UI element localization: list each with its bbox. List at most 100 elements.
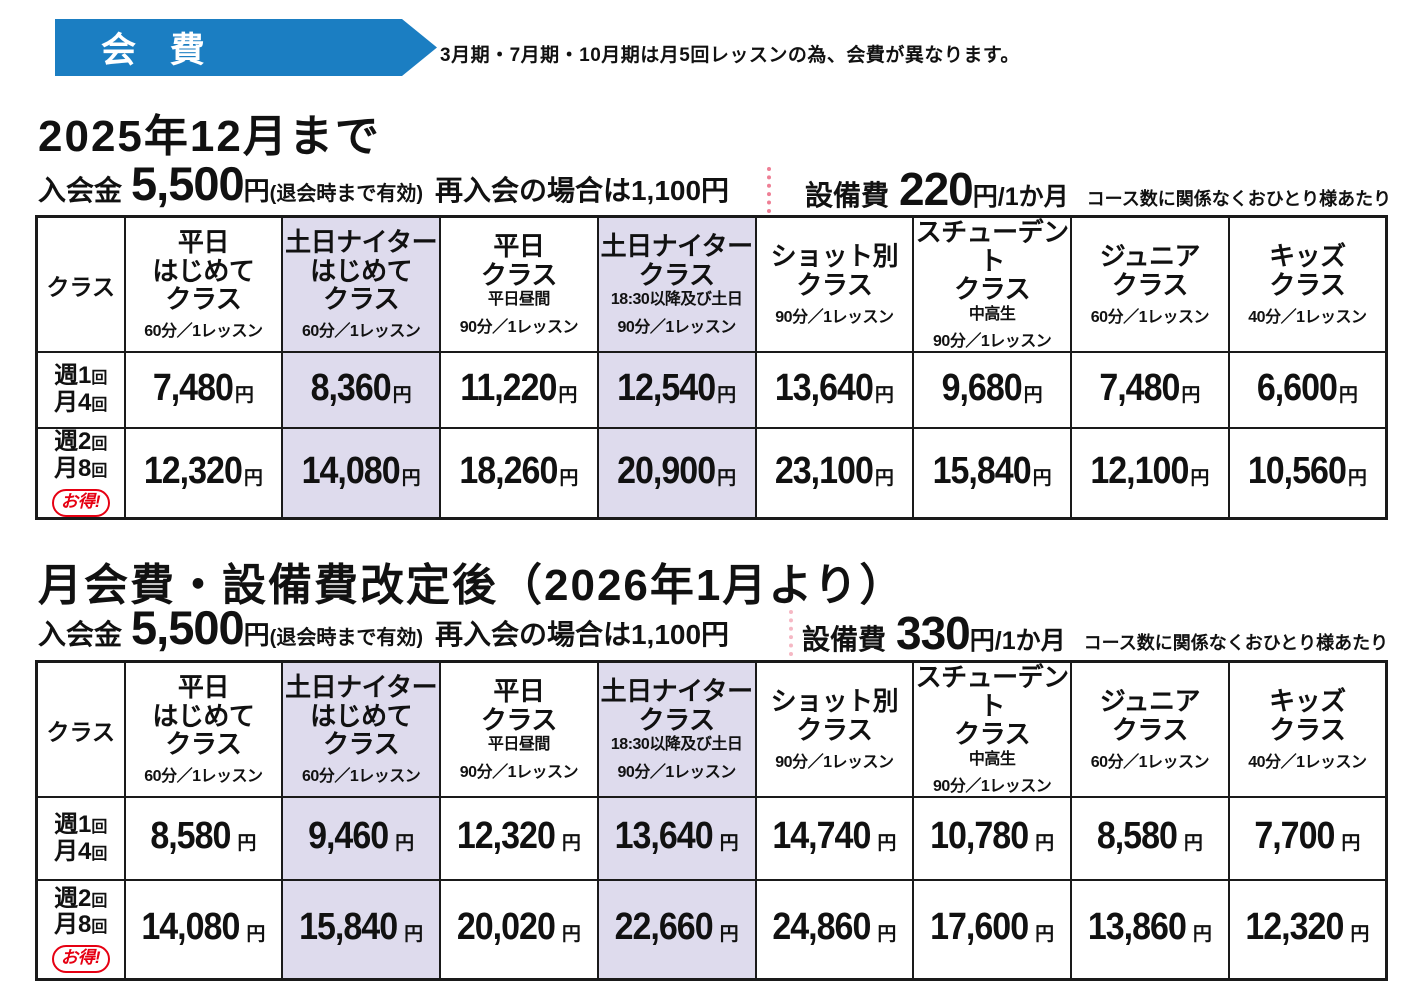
column-title: ジュニア クラス — [1072, 687, 1228, 744]
price-cell: 20,020 円 — [439, 879, 599, 981]
column-title-line: 平日 — [177, 672, 230, 703]
plan-label-line: 週1回 — [54, 810, 108, 838]
price-cell: 17,600 円 — [912, 879, 1072, 981]
column-header-5: ショット別 クラス 90分／1レッスン — [754, 215, 915, 354]
yen-unit: 円 — [877, 923, 897, 945]
price-cell: 18,260 円 — [439, 427, 599, 520]
column-title: キッズ クラス — [1230, 687, 1385, 744]
price-value: 24,860 — [772, 905, 871, 948]
plan-label-cell: 週1回 月4回 — [35, 351, 126, 430]
yen-unit: 円 — [1190, 467, 1210, 489]
column-title-line: ショット別 — [770, 241, 899, 272]
column-duration: 60分／1レッスン — [302, 767, 421, 785]
yen-unit: 円 — [1035, 923, 1055, 945]
column-title-line: キッズ — [1269, 241, 1346, 272]
plan-label-line: 月4回 — [54, 837, 108, 865]
plan-label-cell: 週2回 月8回 お得! — [35, 427, 126, 520]
column-title: ショット別 クラス — [757, 687, 913, 744]
price-cell: 12,320 円 — [1227, 879, 1388, 981]
column-header-2: 土日ナイター はじめて クラス 60分／1レッスン — [281, 215, 441, 354]
price-value: 15,840 — [299, 905, 398, 948]
column-duration: 60分／1レッスン — [144, 322, 263, 340]
table-header-row: クラス 平日 はじめて クラス 60分／1レッスン 土日ナイター はじめて クラス 60分／1レ… — [35, 215, 1388, 354]
yen-unit: 円 — [1181, 384, 1201, 406]
column-header-1: 平日 はじめて クラス 60分／1レッスン — [123, 660, 284, 799]
price-value: 20,900 — [617, 448, 716, 492]
otoku-badge: お得! — [51, 945, 110, 974]
yen-unit: 円 — [719, 923, 739, 945]
yen-unit: 円 — [246, 923, 266, 945]
column-title-line: クラス — [1269, 715, 1346, 746]
fee-banner-label: 会 費 — [101, 31, 217, 70]
price-value: 9,680 — [941, 365, 1023, 409]
section-title-2025: 2025年12月まで — [38, 112, 381, 161]
column-header-7: ジュニア クラス 60分／1レッスン — [1070, 215, 1230, 354]
column-subtitle: 平日昼間 — [487, 736, 551, 754]
price-cell: 7,700 円 — [1227, 796, 1388, 882]
price-cell: 10,560 円 — [1227, 427, 1388, 520]
facility-note: コース数に関係なくおひとり様あたり — [1086, 189, 1392, 209]
facility-unit: 円/1か月 — [969, 627, 1066, 655]
price-value: 7,480 — [152, 365, 234, 409]
admission-fee-line-2026: 入会金 5,500 円 (退会時まで有効) 再入会の場合は1,100円 — [38, 600, 729, 655]
yen-unit: 円 — [1183, 833, 1203, 855]
column-header-3: 平日 クラス 平日昼間 90分／1レッスン — [439, 215, 599, 354]
column-title: 土日ナイター はじめて クラス — [283, 673, 439, 759]
rejoin-fee-text: 再入会の場合は1,100円 — [434, 175, 730, 206]
column-duration: 60分／1レッスン — [1090, 753, 1210, 771]
column-title-line: クラス — [954, 274, 1031, 305]
column-title-line: ショット別 — [770, 686, 899, 717]
price-cell: 8,360 円 — [281, 351, 441, 430]
column-header-1: 平日 はじめて クラス 60分／1レッスン — [123, 215, 284, 354]
price-row-1: 週1回 月4回 8,580 円 9,460 円 12,320 円 13,640 円 14,740 円 1… — [35, 796, 1388, 882]
price-value: 17,600 — [930, 905, 1029, 948]
column-header-5: ショット別 クラス 90分／1レッスン — [754, 660, 915, 799]
column-header-4: 土日ナイター クラス 18:30以降及び土日 90分／1レッスン — [596, 660, 757, 799]
column-title-line: クラス — [796, 270, 873, 301]
column-title-line: 土日ナイター — [285, 227, 438, 258]
column-title-line: クラス — [480, 704, 557, 735]
price-cell: 14,080 円 — [123, 879, 284, 981]
yen-unit: 円 — [1338, 384, 1358, 406]
column-title-line: はじめて — [152, 700, 255, 731]
yen-unit: 円 — [395, 833, 415, 855]
price-value: 8,580 — [1096, 814, 1178, 858]
column-duration: 90分／1レッスン — [775, 308, 894, 326]
column-title-line: はじめて — [152, 255, 255, 286]
column-title-line: スチューデント — [915, 217, 1070, 276]
price-value: 22,660 — [614, 905, 714, 948]
column-title-line: クラス — [1269, 270, 1346, 301]
admission-validity-note: (退会時まで有効) — [269, 183, 423, 205]
admission-validity-note: (退会時まで有効) — [269, 627, 423, 649]
yen-unit: 円 — [392, 384, 412, 406]
column-header-4: 土日ナイター クラス 18:30以降及び土日 90分／1レッスン — [596, 215, 757, 354]
plan-label-line: 月8回 — [54, 911, 108, 939]
yen-unit: 円 — [561, 923, 581, 945]
yen-unit: 円 — [559, 467, 579, 489]
price-cell: 15,840 円 — [912, 427, 1072, 520]
column-header-7: ジュニア クラス 60分／1レッスン — [1070, 660, 1230, 799]
column-title-line: クラス — [638, 259, 715, 290]
plan-label-line: 月8回 — [54, 455, 108, 483]
column-title-line: 土日ナイター — [600, 231, 753, 262]
column-title-line: 土日ナイター — [285, 672, 438, 703]
column-title: 平日 クラス — [441, 677, 597, 734]
price-cell: 7,480 円 — [1070, 351, 1230, 430]
price-value: 20,020 — [456, 905, 556, 948]
column-title-line: クラス — [638, 704, 715, 735]
price-table-2026: クラス 平日 はじめて クラス 60分／1レッスン 土日ナイター はじめて クラス 60分／1レ… — [35, 660, 1388, 981]
column-subtitle: 中高生 — [968, 750, 1016, 768]
yen-unit: 円 — [877, 833, 897, 855]
column-duration: 40分／1レッスン — [1248, 753, 1367, 771]
price-table-2025-host: クラス 平日 はじめて クラス 60分／1レッスン 土日ナイター はじめて クラス 60分／1レ… — [35, 215, 1388, 520]
column-title-line: クラス — [1111, 715, 1188, 746]
column-title: 平日 はじめて クラス — [126, 673, 282, 759]
otoku-badge: お得! — [51, 488, 110, 517]
facility-label: 設備費 — [805, 180, 890, 211]
price-cell: 12,100 円 — [1070, 427, 1230, 520]
admission-label: 入会金 — [38, 619, 123, 650]
price-value: 7,700 — [1254, 814, 1335, 858]
price-cell: 12,540 円 — [596, 351, 757, 430]
price-cell: 9,460 円 — [281, 796, 441, 882]
facility-label: 設備費 — [802, 624, 887, 655]
